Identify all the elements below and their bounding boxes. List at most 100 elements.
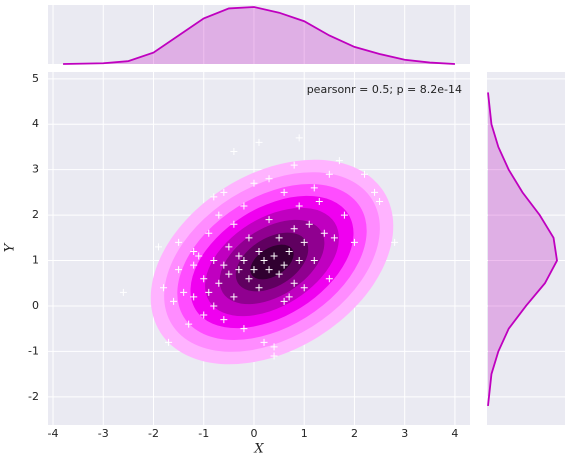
- top-marginal-bg: [48, 5, 470, 64]
- point: [119, 288, 127, 296]
- point: [290, 279, 298, 287]
- point: [210, 302, 218, 310]
- point: [220, 188, 228, 196]
- point: [270, 252, 278, 260]
- point: [270, 343, 278, 351]
- point: [325, 170, 333, 178]
- point: [235, 252, 243, 260]
- point: [175, 266, 183, 274]
- point: [225, 243, 233, 251]
- point: [205, 229, 213, 237]
- point: [300, 238, 308, 246]
- point: [361, 170, 368, 178]
- point: [210, 257, 218, 265]
- point: [225, 270, 233, 278]
- point: [235, 266, 243, 274]
- point: [285, 293, 293, 301]
- y-tick-label: 4: [32, 117, 39, 130]
- marginal-y-area: [488, 92, 557, 406]
- point: [275, 270, 283, 278]
- x-tick-label: 3: [401, 427, 408, 440]
- point: [230, 148, 238, 156]
- point: [230, 220, 238, 228]
- point: [305, 220, 313, 228]
- point: [280, 188, 288, 196]
- point: [220, 261, 228, 269]
- point: [325, 275, 333, 283]
- point: [185, 320, 193, 328]
- point: [240, 202, 248, 210]
- point: [250, 179, 258, 187]
- point: [265, 266, 273, 274]
- point: [340, 211, 348, 219]
- point: [335, 157, 343, 165]
- y-tick-label: 3: [32, 163, 39, 176]
- point: [180, 288, 188, 296]
- point: [190, 293, 198, 301]
- point: [295, 134, 303, 142]
- point: [376, 197, 384, 205]
- point: [255, 138, 263, 146]
- point: [255, 284, 263, 292]
- point: [265, 175, 273, 183]
- point: [175, 238, 183, 246]
- point: [320, 229, 328, 237]
- point: [240, 325, 248, 333]
- point: [350, 238, 358, 246]
- point: [275, 234, 283, 242]
- point: [170, 297, 178, 305]
- marginal-x-line: [63, 6, 455, 65]
- point: [265, 216, 273, 224]
- point: [270, 352, 278, 360]
- point: [290, 161, 298, 169]
- point: [215, 279, 223, 287]
- point: [220, 316, 228, 324]
- point: [195, 252, 203, 260]
- point: [160, 284, 168, 292]
- point: [240, 257, 248, 265]
- point: [295, 257, 303, 265]
- y-axis-label: Y: [3, 242, 18, 252]
- x-axis-label: X: [253, 442, 264, 457]
- points: [119, 134, 399, 360]
- point: [230, 293, 238, 301]
- point: [200, 311, 208, 319]
- point: [310, 184, 318, 192]
- point: [290, 225, 298, 233]
- point: [295, 202, 303, 210]
- point: [315, 197, 323, 205]
- point: [245, 234, 253, 242]
- point: [200, 275, 208, 283]
- point: [285, 247, 293, 255]
- point: [210, 193, 218, 201]
- y-tick-label: 1: [32, 254, 39, 267]
- y-tick-label: -1: [28, 344, 39, 357]
- y-tick-label: 5: [32, 72, 39, 85]
- point: [371, 188, 379, 196]
- point: [330, 234, 338, 242]
- point: [215, 211, 223, 219]
- point: [255, 247, 263, 255]
- kde-contours: [150, 159, 394, 365]
- x-tick-label: 4: [451, 427, 458, 440]
- point: [391, 238, 399, 246]
- point: [190, 247, 198, 255]
- y-tick-label: -2: [28, 390, 39, 403]
- x-tick-label: -4: [48, 427, 59, 440]
- x-tick-label: 2: [351, 427, 358, 440]
- point: [280, 297, 288, 305]
- right-marginal-bg: [487, 72, 565, 425]
- point: [280, 261, 288, 269]
- x-tick-label: 0: [250, 427, 257, 440]
- x-tick-label: -2: [148, 427, 159, 440]
- point: [155, 243, 163, 251]
- point: [190, 261, 198, 269]
- y-tick-label: 0: [32, 299, 39, 312]
- point: [260, 257, 268, 265]
- point: [245, 275, 253, 283]
- annotation: pearsonr = 0.5; p = 8.2e-14: [307, 83, 462, 96]
- marginal-y-line: [487, 92, 558, 407]
- x-tick-label: -3: [98, 427, 109, 440]
- marginal-x-area: [63, 7, 455, 64]
